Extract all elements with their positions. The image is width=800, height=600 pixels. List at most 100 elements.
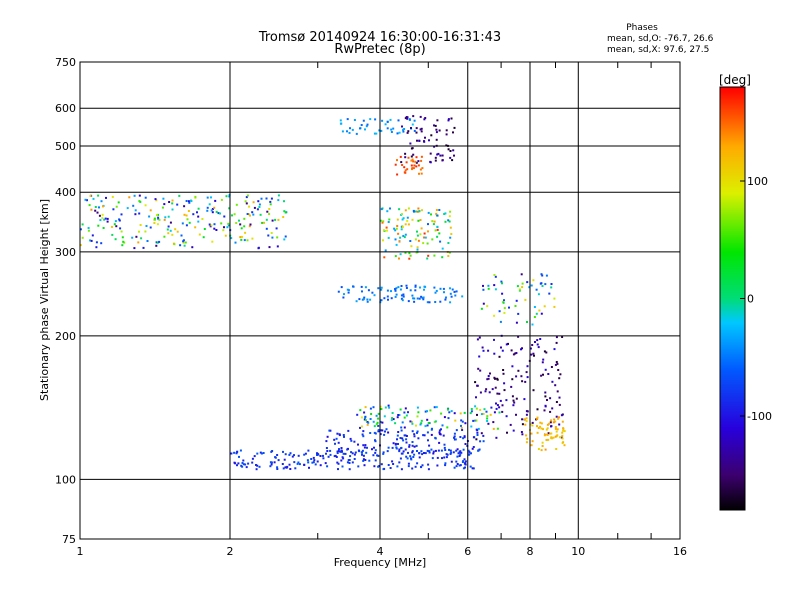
data-point <box>414 210 417 213</box>
data-point <box>362 430 365 433</box>
data-point <box>303 453 306 456</box>
colorbar-band <box>720 102 745 104</box>
data-point <box>441 256 444 259</box>
data-point <box>394 238 397 241</box>
data-point <box>222 229 225 232</box>
data-point <box>417 164 420 167</box>
data-point <box>106 217 109 220</box>
data-point <box>558 423 561 426</box>
data-point <box>402 439 405 442</box>
data-point <box>182 241 185 244</box>
colorbar-band <box>720 352 745 354</box>
data-point <box>291 455 294 458</box>
data-point <box>211 208 214 210</box>
data-point <box>426 449 429 452</box>
data-point <box>452 451 455 454</box>
data-point <box>416 139 418 142</box>
colorbar-band <box>720 229 745 231</box>
data-point <box>247 213 250 216</box>
colorbar-band <box>720 235 745 237</box>
data-point <box>211 211 214 214</box>
data-point <box>424 425 427 428</box>
data-point <box>524 423 527 426</box>
colorbar-band <box>720 399 745 401</box>
colorbar-band <box>720 410 745 412</box>
data-point <box>536 425 538 428</box>
data-point <box>251 237 254 240</box>
data-point <box>530 284 533 287</box>
colorbar-band <box>720 472 745 474</box>
data-point <box>348 468 351 471</box>
data-point <box>196 211 198 214</box>
data-point <box>526 321 528 323</box>
data-point <box>391 412 394 414</box>
data-point <box>435 128 438 131</box>
data-point <box>412 160 415 163</box>
data-point <box>314 463 317 466</box>
data-point <box>146 240 149 242</box>
colorbar-band <box>720 392 745 394</box>
data-point <box>339 450 342 453</box>
colorbar-band <box>720 148 745 150</box>
data-point <box>268 246 271 249</box>
data-point <box>455 465 458 468</box>
colorbar-band <box>720 213 745 215</box>
data-point <box>508 306 510 309</box>
colorbar-band <box>720 354 745 356</box>
data-point <box>453 466 456 469</box>
colorbar-band <box>720 425 745 427</box>
data-point <box>223 215 226 218</box>
data-point <box>202 236 205 239</box>
data-point <box>399 236 402 239</box>
data-point <box>357 443 359 446</box>
data-point <box>503 389 506 392</box>
colorbar-band <box>720 497 745 499</box>
colorbar-band <box>720 217 745 219</box>
data-point <box>524 418 526 421</box>
colorbar-band <box>720 134 745 136</box>
colorbar-band <box>720 420 745 422</box>
data-point <box>477 449 480 452</box>
data-point <box>554 426 557 428</box>
data-point <box>236 464 238 467</box>
colorbar-band <box>720 306 745 308</box>
colorbar-band <box>720 345 745 347</box>
data-point <box>242 463 245 466</box>
data-point <box>441 424 444 427</box>
colorbar-band <box>720 221 745 223</box>
colorbar-band <box>720 316 745 318</box>
data-point <box>337 290 340 293</box>
data-point <box>131 236 134 239</box>
colorbar-band <box>720 256 745 258</box>
data-point <box>260 197 263 200</box>
data-point <box>562 441 565 444</box>
data-point <box>194 226 197 229</box>
data-point <box>441 154 444 157</box>
colorbar-band <box>720 208 745 210</box>
data-point <box>503 382 506 385</box>
data-point <box>436 153 439 156</box>
data-point <box>377 454 380 457</box>
data-point <box>462 467 465 470</box>
data-point <box>340 450 343 453</box>
data-point <box>455 449 458 452</box>
data-point <box>554 384 557 387</box>
data-point <box>248 205 251 208</box>
data-point <box>343 293 345 296</box>
data-point <box>428 139 430 142</box>
data-point <box>533 354 535 357</box>
data-point <box>482 302 485 305</box>
data-point <box>418 456 421 459</box>
colorbar-band <box>720 340 745 342</box>
data-point <box>362 435 365 438</box>
data-point <box>176 203 179 206</box>
data-point <box>206 209 209 212</box>
data-point <box>246 194 249 197</box>
colorbar-band <box>720 489 745 491</box>
data-point <box>543 350 546 353</box>
colorbar-band <box>720 496 745 498</box>
data-point <box>358 298 361 301</box>
data-point <box>374 451 377 454</box>
data-point <box>88 204 91 207</box>
data-point <box>428 301 431 304</box>
